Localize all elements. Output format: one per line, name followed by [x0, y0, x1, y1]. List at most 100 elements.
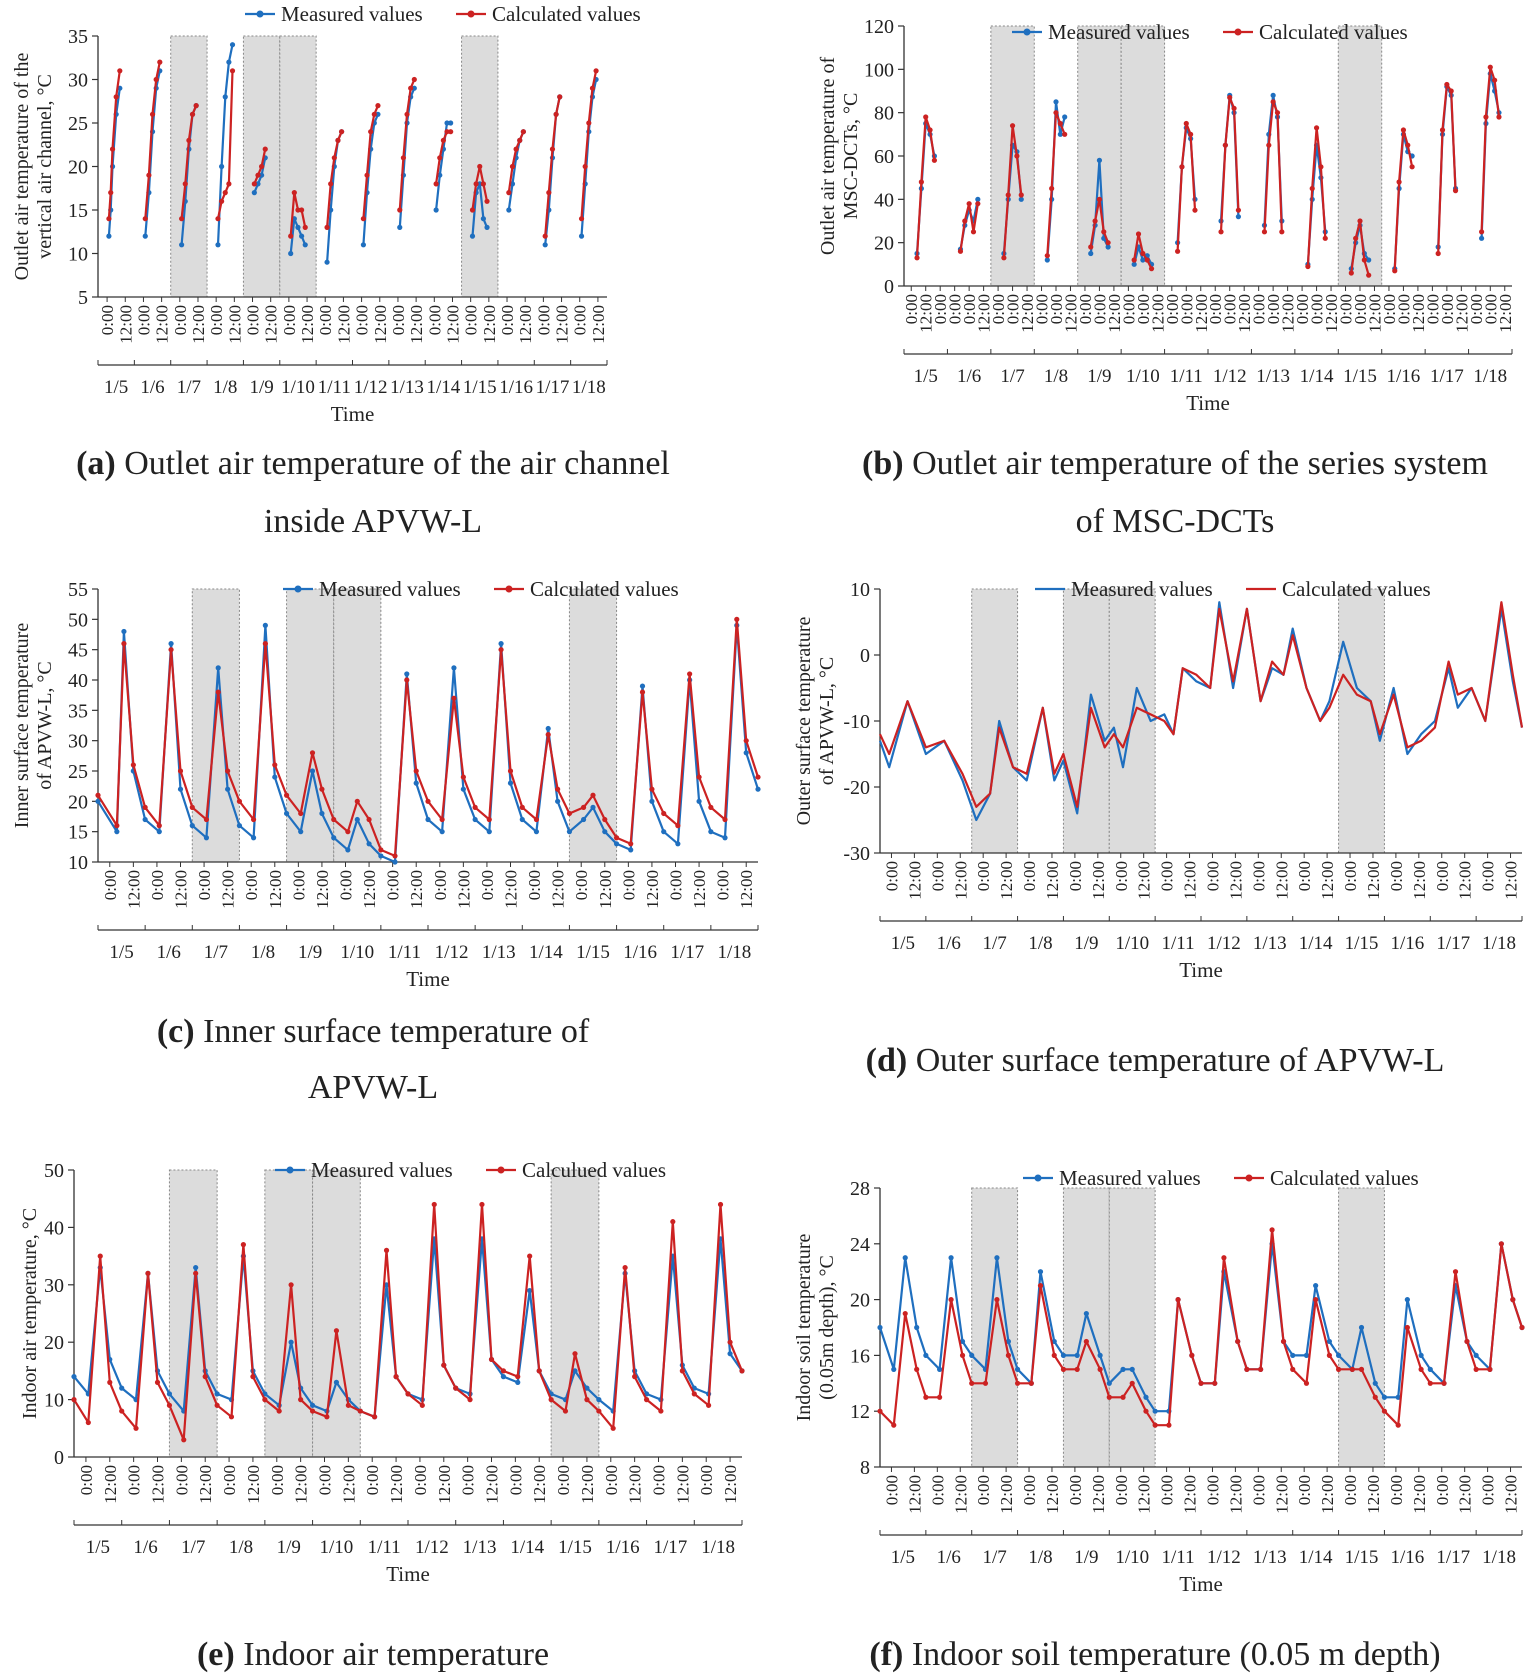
data-point	[1096, 196, 1103, 202]
x-tick-label: 0:00	[506, 1465, 525, 1495]
data-point	[157, 59, 163, 65]
data-point	[1105, 244, 1111, 250]
data-point	[586, 120, 592, 126]
day-label: 1/10	[1115, 1547, 1149, 1568]
data-point	[1483, 114, 1489, 120]
data-point	[572, 1368, 578, 1374]
data-point	[1221, 1255, 1227, 1261]
x-tick-label: 12:00	[1496, 294, 1515, 333]
day-label: 1/5	[891, 933, 915, 954]
x-tick-label: 0:00	[389, 305, 408, 335]
legend-marker-measured	[294, 585, 302, 593]
data-point	[225, 768, 231, 774]
data-point	[661, 829, 667, 835]
x-tick-label: 0:00	[1112, 1475, 1131, 1505]
data-point	[1270, 92, 1276, 98]
y-tick-label: 35	[68, 700, 88, 722]
y-tick-label: 40	[874, 189, 894, 211]
data-point	[324, 224, 330, 230]
data-point	[584, 1397, 590, 1403]
y-tick-label: 55	[68, 579, 88, 601]
x-axis-title: Time	[1179, 1572, 1223, 1596]
data-point	[1092, 218, 1098, 224]
data-point	[142, 816, 148, 823]
x-tick-label: 12:00	[1322, 294, 1341, 333]
day-label: 1/10	[1126, 366, 1160, 387]
x-tick-label: 0:00	[353, 305, 372, 335]
day-label: 1/16	[1387, 366, 1421, 387]
data-point	[472, 804, 478, 811]
data-point	[168, 647, 174, 653]
day-label: 1/15	[1345, 1547, 1379, 1568]
data-point	[250, 1374, 256, 1380]
caption-line-2: APVW-L	[308, 1069, 438, 1106]
y-tick-label: 60	[874, 146, 894, 168]
data-point	[891, 1422, 897, 1428]
y-tick-label: 25	[68, 761, 88, 783]
data-point	[392, 853, 398, 859]
data-point	[251, 181, 257, 187]
x-tick-label: 12:00	[360, 870, 379, 909]
x-tick-label: 0:00	[207, 305, 226, 335]
data-point	[1096, 157, 1103, 163]
panel-b: 0204060801001200:0012:000:000:000:0012:0…	[817, 16, 1515, 540]
data-point	[1140, 257, 1146, 263]
y-tick-label: 0	[860, 645, 870, 667]
y-tick-label: 40	[68, 670, 88, 692]
data-point	[679, 1368, 685, 1374]
data-point	[1188, 131, 1194, 137]
data-point	[345, 1402, 351, 1408]
x-tick-label: 0:00	[554, 1465, 573, 1495]
x-tick-label: 0:00	[1394, 294, 1413, 324]
data-point	[1001, 255, 1007, 261]
data-point	[1060, 1352, 1067, 1358]
data-point	[250, 835, 257, 841]
day-label: 1/13	[390, 377, 424, 398]
x-tick-label: 0:00	[1249, 861, 1268, 891]
x-tick-label: 12:00	[1409, 294, 1428, 333]
x-tick-label: 12:00	[530, 1465, 549, 1504]
day-label: 1/18	[572, 377, 606, 398]
data-point	[975, 196, 981, 202]
day-label: 1/15	[558, 1537, 592, 1558]
data-point	[378, 847, 384, 853]
day-label: 1/5	[891, 1547, 915, 1568]
data-point	[166, 1402, 173, 1408]
data-point	[994, 1255, 1000, 1261]
day-label: 1/6	[937, 1547, 961, 1568]
day-label: 1/14	[1299, 1547, 1333, 1568]
data-point	[1427, 1380, 1433, 1386]
data-point	[106, 216, 112, 222]
x-tick-label: 12:00	[149, 1465, 168, 1504]
x-tick-label: 12:00	[502, 870, 521, 909]
x-tick-label: 12:00	[1456, 861, 1475, 900]
y-tick-label: 50	[44, 1160, 64, 1182]
x-tick-label: 12:00	[1410, 861, 1429, 900]
data-point	[166, 1391, 173, 1397]
data-point	[613, 835, 620, 841]
x-tick-label: 12:00	[553, 305, 572, 344]
x-tick-label: 0:00	[280, 305, 299, 335]
day-label: 1/8	[1028, 933, 1052, 954]
data-point	[1120, 1366, 1126, 1372]
y-tick-label: 20	[850, 1290, 870, 1312]
data-point	[1473, 1352, 1479, 1358]
data-point	[299, 207, 305, 213]
x-tick-label: 0:00	[1158, 1475, 1177, 1505]
data-point	[108, 190, 114, 196]
day-label: 1/18	[1482, 1547, 1516, 1568]
data-point	[354, 816, 360, 823]
legend: Measured values Calculated values	[283, 577, 679, 601]
data-point	[1014, 1366, 1021, 1372]
shaded-region	[1120, 25, 1166, 287]
data-point	[411, 85, 417, 91]
x-tick-label: 0:00	[411, 1465, 430, 1495]
day-label: 1/7	[983, 1547, 1007, 1568]
data-point	[1179, 164, 1185, 170]
data-point	[628, 841, 634, 847]
y-axis-title: Inner surface temperature	[11, 623, 33, 829]
x-tick-label: 0:00	[1479, 861, 1498, 891]
data-point	[536, 1368, 542, 1374]
